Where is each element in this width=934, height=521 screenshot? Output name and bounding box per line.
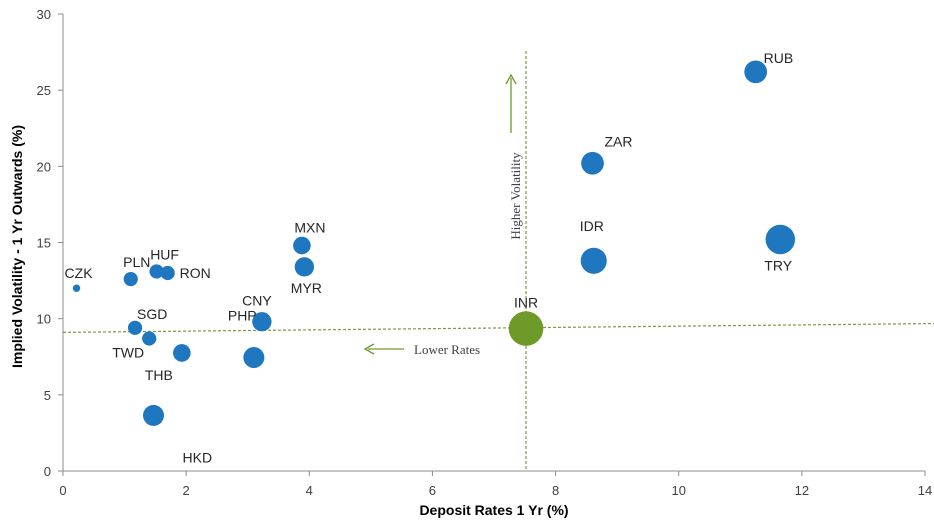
point-label-twd: TWD (112, 344, 144, 360)
point-pln (123, 271, 138, 287)
point-idr (580, 247, 607, 274)
point-twd (142, 331, 157, 346)
point-try (765, 224, 796, 255)
point-label-php: PHP (228, 308, 257, 324)
y-tick-label: 20 (37, 159, 51, 174)
point-label-myr: MYR (291, 280, 322, 296)
point-ron (160, 265, 175, 281)
up-arrow-head (505, 73, 517, 85)
point-label-inr: INR (514, 295, 538, 311)
point-label-mxn: MXN (294, 220, 325, 236)
point-mxn (293, 236, 311, 255)
y-tick-label: 25 (37, 83, 51, 98)
x-tick-label: 6 (429, 483, 436, 498)
point-sgd (127, 320, 143, 335)
x-tick-label: 4 (306, 483, 313, 498)
point-label-czk: CZK (65, 265, 94, 281)
y-tick-label: 15 (37, 236, 51, 251)
x-tick-label: 0 (59, 483, 66, 498)
y-tick-label: 30 (37, 7, 51, 22)
x-tick-label: 14 (918, 483, 932, 498)
point-huf (149, 264, 164, 279)
x-tick-label: 12 (795, 483, 809, 498)
point-label-huf: HUF (150, 246, 179, 262)
point-myr (294, 257, 315, 277)
lower-rates-label: Lower Rates (414, 342, 480, 357)
point-rub (744, 60, 768, 84)
higher-volatility-label: Higher Volatility (508, 152, 523, 240)
point-czk (72, 284, 81, 292)
point-label-ron: RON (180, 265, 211, 281)
point-php (243, 347, 265, 369)
x-tick-label: 8 (552, 483, 559, 498)
point-label-hkd: HKD (183, 449, 213, 465)
y-tick-label: 10 (37, 312, 51, 327)
y-tick-label: 5 (44, 388, 51, 403)
point-label-pln: PLN (123, 254, 150, 270)
point-label-rub: RUB (764, 50, 794, 66)
point-label-thb: THB (145, 367, 173, 383)
x-axis-title: Deposit Rates 1 Yr (%) (419, 502, 568, 518)
point-label-zar: ZAR (605, 133, 633, 149)
point-label-cny: CNY (242, 293, 272, 309)
y-axis-title: Implied Volatility - 1 Yr Outwards (%) (9, 125, 25, 368)
point-cny (252, 312, 272, 332)
point-inr (508, 311, 544, 346)
point-hkd (143, 404, 165, 426)
point-thb (173, 344, 191, 362)
point-label-try: TRY (764, 257, 792, 273)
horizontal-guide-line (62, 322, 934, 333)
y-tick-label: 0 (44, 464, 51, 479)
x-tick-label: 2 (183, 483, 190, 498)
x-tick-label: 10 (671, 483, 685, 498)
point-label-sgd: SGD (137, 306, 167, 322)
point-label-idr: IDR (580, 218, 604, 234)
left-arrow-head (363, 343, 375, 355)
point-zar (581, 151, 604, 175)
